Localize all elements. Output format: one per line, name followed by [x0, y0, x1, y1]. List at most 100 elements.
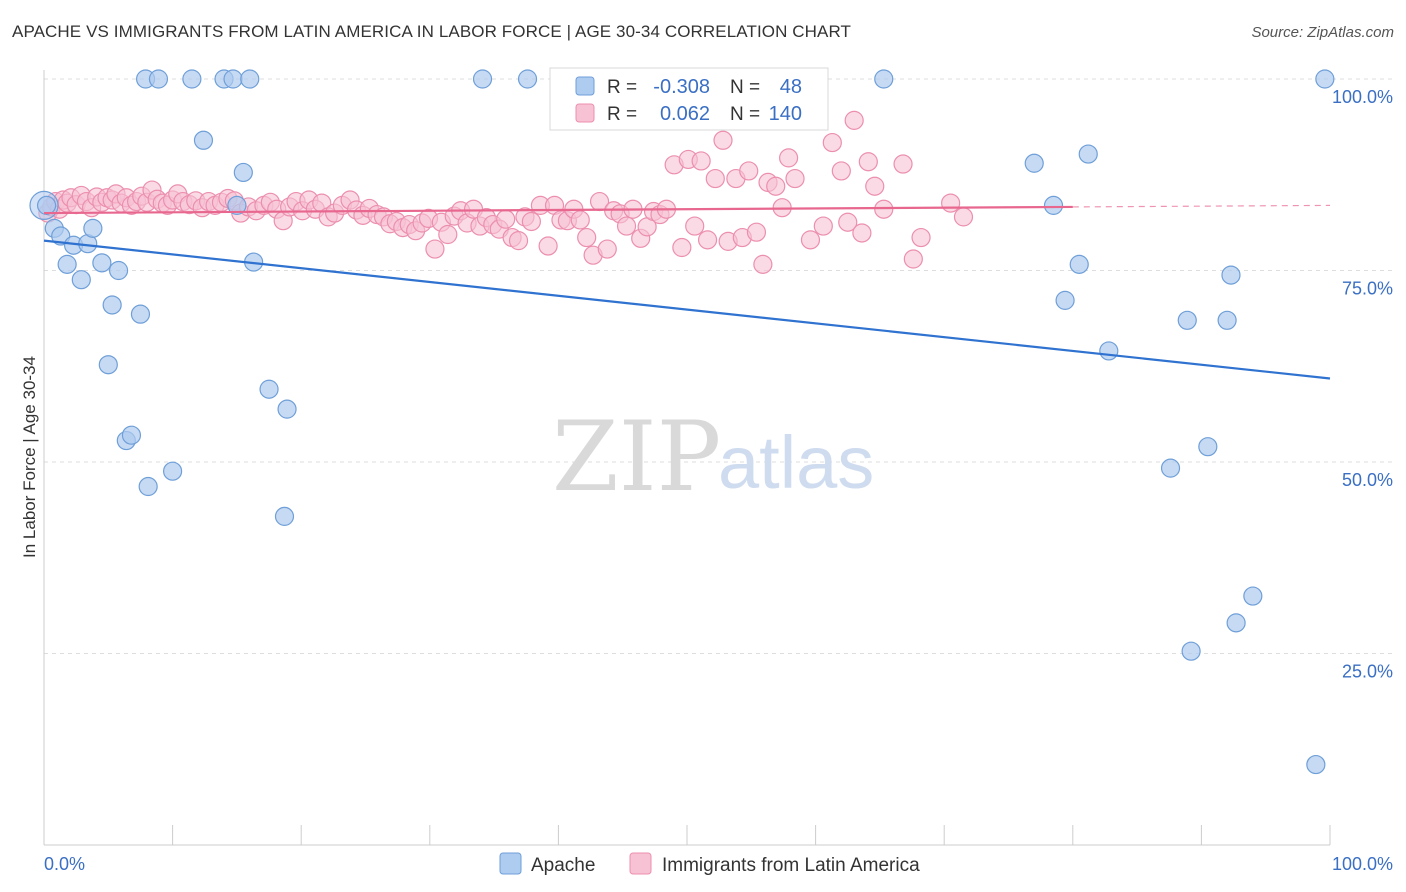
apache-data-point	[1177, 310, 1197, 330]
apache-data-point	[1069, 254, 1089, 274]
latin-data-point	[800, 230, 821, 250]
y-tick-label: 100.0%	[1332, 87, 1393, 107]
latin-data-point	[753, 254, 773, 274]
latin-data-point	[577, 227, 597, 248]
legend-apache-label: Apache	[531, 855, 595, 876]
latin-data-point	[844, 110, 864, 130]
apache-data-point	[102, 295, 122, 315]
stats-apache-r-label: R =	[607, 77, 637, 98]
series-latin-points	[38, 109, 974, 274]
latin-data-point	[941, 193, 961, 213]
y-tick-label: 50.0%	[1342, 470, 1393, 490]
x-tick-label-min: 0.0%	[44, 854, 85, 874]
apache-data-point	[1043, 195, 1064, 215]
latin-data-point	[438, 224, 458, 245]
apache-data-point	[130, 304, 151, 324]
latin-data-point	[508, 231, 529, 251]
apache-data-point	[1243, 586, 1263, 606]
stats-latin-r-label: R =	[607, 104, 637, 125]
latin-trend-line-extension	[1072, 204, 1331, 208]
apache-data-point	[223, 69, 243, 89]
latin-data-point	[691, 151, 711, 171]
latin-data-point	[865, 176, 885, 196]
watermark-atlas: atlas	[718, 421, 874, 504]
latin-data-point	[616, 216, 637, 236]
y-tick-label: 25.0%	[1342, 662, 1393, 682]
apache-data-point	[277, 399, 297, 419]
stats-apache-r-value: -0.308	[653, 76, 710, 98]
apache-data-point	[71, 270, 91, 290]
stats-latin-n-value: 140	[769, 103, 802, 125]
latin-data-point	[831, 161, 851, 181]
latin-data-point	[705, 168, 725, 189]
apache-data-point	[1217, 310, 1237, 330]
apache-data-point	[148, 69, 169, 89]
latin-data-point	[838, 212, 858, 232]
apache-data-point	[121, 425, 142, 445]
stats-apache-n-value: 48	[780, 76, 802, 98]
legend: Apache Immigrants from Latin America	[499, 852, 920, 876]
latin-data-point	[521, 211, 541, 232]
stats-box: R = -0.308 N = 48 R = 0.062 N = 140	[549, 67, 829, 131]
apache-data-point	[1226, 613, 1246, 633]
series-apache-points	[29, 69, 1335, 775]
stats-latin-r-value: 0.062	[660, 103, 710, 125]
latin-data-point	[822, 132, 842, 153]
latin-data-point	[570, 210, 590, 230]
apache-data-point	[57, 254, 77, 274]
latin-data-point	[785, 168, 805, 189]
apache-data-point	[874, 69, 894, 89]
apache-data-point	[108, 260, 129, 281]
legend-latin-label: Immigrants from Latin America	[662, 855, 920, 876]
stats-apache-n-label: N =	[730, 77, 760, 98]
apache-data-point	[1306, 754, 1326, 775]
apache-data-point	[36, 195, 57, 215]
stats-apache-swatch	[575, 76, 595, 96]
latin-data-point	[766, 176, 786, 196]
latin-data-point	[425, 239, 445, 259]
latin-data-point	[874, 199, 894, 219]
latin-data-point	[597, 239, 617, 259]
apache-data-point	[1078, 144, 1098, 164]
latin-data-point	[697, 230, 718, 250]
latin-data-point	[746, 222, 767, 242]
apache-data-point	[233, 162, 253, 183]
latin-data-point	[911, 227, 931, 248]
latin-data-point	[858, 152, 878, 172]
apache-data-point	[1099, 341, 1119, 361]
legend-latin-swatch	[629, 852, 652, 875]
latin-data-point	[903, 249, 923, 269]
latin-data-point	[893, 154, 913, 174]
watermark-zip: ZIP	[552, 401, 721, 513]
latin-data-point	[685, 216, 705, 236]
source-credit: Source: ZipAtlas.com	[1251, 24, 1394, 41]
apache-data-point	[517, 69, 538, 89]
stats-latin-swatch	[575, 103, 595, 123]
apache-data-point	[1181, 641, 1201, 661]
latin-data-point	[713, 130, 733, 150]
x-axis-ticks	[43, 825, 1331, 845]
latin-data-point	[778, 148, 799, 168]
trend-lines	[43, 204, 1331, 380]
stats-latin-n-label: N =	[730, 104, 760, 125]
latin-data-point	[496, 209, 516, 229]
latin-data-point	[538, 236, 558, 256]
apache-data-point	[83, 218, 103, 238]
apache-data-point	[1055, 290, 1075, 310]
apache-data-point	[1221, 265, 1241, 285]
x-tick-label-max: 100.0%	[1332, 854, 1393, 874]
y-tick-label: 75.0%	[1342, 279, 1393, 299]
apache-data-point	[274, 506, 295, 526]
apache-data-point	[259, 379, 279, 399]
y-tick-labels: 25.0% 50.0% 75.0% 100.0%	[1332, 87, 1393, 682]
apache-data-point	[193, 130, 214, 150]
apache-data-point	[98, 355, 118, 375]
latin-data-point	[739, 161, 759, 181]
y-axis-label: In Labor Force | Age 30-34	[20, 356, 39, 558]
latin-data-point	[953, 207, 974, 227]
apache-data-point	[472, 69, 493, 89]
apache-trend-line	[43, 239, 1331, 380]
apache-data-point	[1024, 153, 1044, 173]
apache-data-point	[227, 195, 247, 215]
